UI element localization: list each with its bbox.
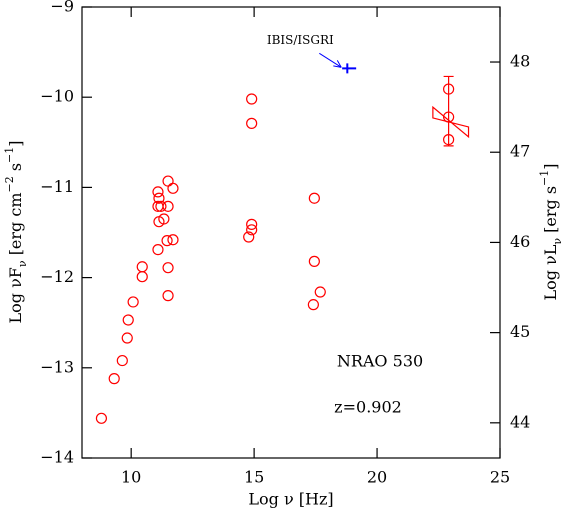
data-point [162,290,174,302]
data-point [127,296,139,308]
data-point [243,231,255,243]
y2-tick-label: 44 [510,412,530,431]
data-point [307,299,319,311]
data-point [162,262,174,274]
data-point [95,412,108,424]
data-point [162,200,174,212]
data-point [158,213,170,225]
y-tick-label: −13 [40,357,74,376]
axis-label-part: [erg cm [6,192,25,260]
data-point [162,175,174,187]
y-tick-label: −12 [40,267,74,286]
data-point [116,354,128,367]
x-axis-label: Log ν [Hz] [248,490,333,509]
bowtie [432,105,470,139]
data-point [121,332,133,344]
data-point [136,271,148,283]
error-bar [443,75,454,147]
y-tick-label: −9 [50,0,74,16]
y-tick-label: −11 [40,177,74,196]
data-point [167,182,179,194]
x-tick-label: 20 [367,468,387,487]
data-point [246,224,258,236]
data-point [308,255,320,267]
data-point [161,235,173,247]
data-point [152,186,164,198]
x-tick-label: 25 [490,468,510,487]
y-axis-label: Log νFν [erg cm−2 s−1] [3,141,29,324]
y2-axis-label: Log νLν [erg s−1] [538,163,564,300]
ibis-arrow [319,52,342,68]
axis-label-part: [erg s [541,186,560,238]
y-tick-label: −14 [40,448,74,467]
y2-tick-label: 46 [510,232,530,251]
annotation: NRAO 530 [337,352,423,371]
axis-label-part: ν [16,260,29,267]
y2-tick-label: 45 [510,322,530,341]
data-point [136,261,148,273]
axis-label-part: ] [6,141,25,147]
data-point [246,218,258,230]
plot-frame [81,6,501,459]
axis-label-part: Log νF [6,267,25,323]
data-point [314,286,326,298]
x-tick-label: 10 [121,468,141,487]
data-point [308,192,320,204]
axis-label-part: ] [541,163,560,169]
data-point [122,314,134,326]
y2-tick-label: 48 [510,52,530,71]
data-point [108,373,120,385]
ibis-point [342,63,357,74]
axis-label-part: −1 [538,170,551,186]
y2-tick-label: 47 [510,142,530,161]
data-point [155,200,167,212]
axis-label-part: ν [551,238,564,245]
annotation: z=0.902 [334,398,402,417]
data-point [152,244,164,256]
axis-label-part: s [6,163,25,176]
axis-label-part: −2 [3,176,16,192]
data-point [167,234,179,246]
y-tick-label: −10 [40,87,74,106]
data-point [246,93,258,105]
axis-label-part: Log νL [541,244,560,300]
data-point [153,192,165,204]
ibis-label: IBIS/ISGRI [267,33,334,47]
x-tick-label: 15 [244,468,264,487]
axis-label-part: −1 [3,147,16,163]
data-point [246,117,258,129]
